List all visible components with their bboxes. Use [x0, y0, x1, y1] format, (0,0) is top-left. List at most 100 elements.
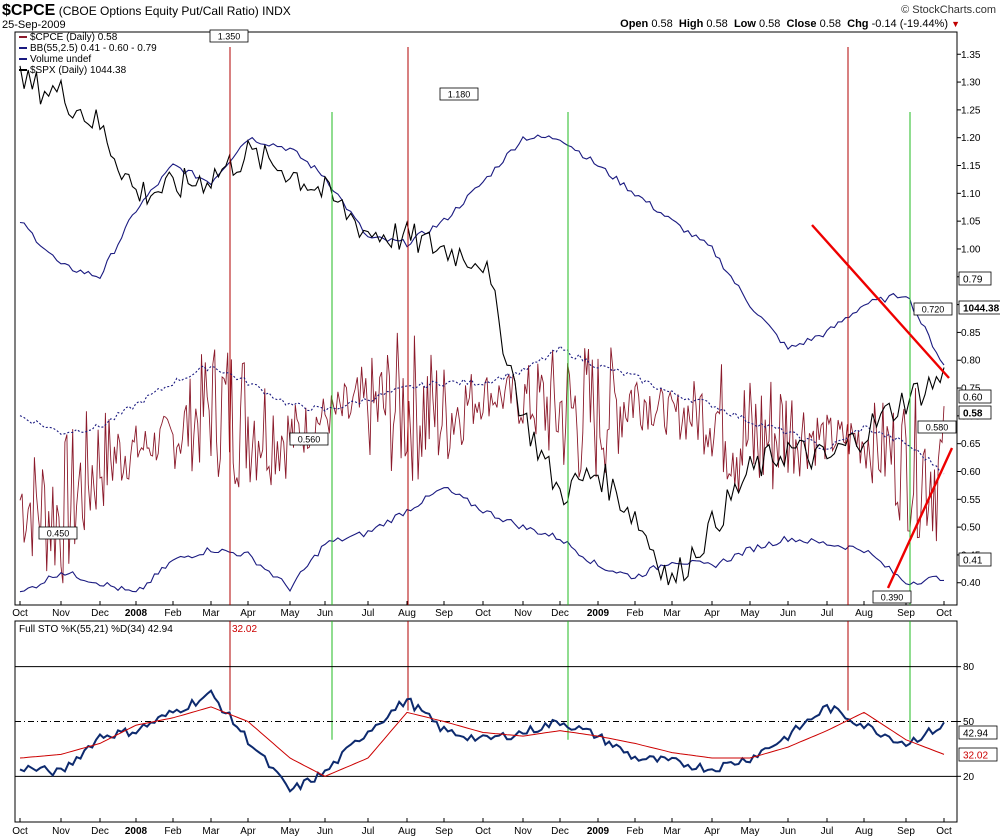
- price-panel-frame: [14, 31, 958, 606]
- right-axis-tag-label: 0.79: [963, 275, 983, 286]
- x-tick-label: Jul: [362, 608, 375, 619]
- legend-entry: $CPCE (Daily) 0.58: [30, 32, 118, 43]
- y-tick-label: 1.35: [961, 50, 981, 61]
- right-axis-tag-label: 0.60: [963, 393, 983, 404]
- sto-right-tag: [958, 747, 998, 762]
- x-tick-label: Nov: [514, 826, 532, 837]
- annotation-box: [209, 29, 249, 43]
- sto-right-tag: [958, 725, 998, 740]
- annotation-box: [289, 432, 329, 446]
- annotation-label: 0.450: [47, 529, 70, 539]
- brand-label[interactable]: © StockCharts.com: [901, 4, 996, 16]
- y-tick-label: 1.30: [961, 78, 981, 89]
- x-tick-label: Dec: [551, 608, 569, 619]
- x-tick-label: Jun: [317, 608, 333, 619]
- y-tick-label: 0.50: [961, 523, 981, 534]
- y-tick-label: 1.15: [961, 161, 981, 172]
- x-tick-label: Dec: [91, 826, 109, 837]
- chart-date: 25-Sep-2009: [2, 19, 66, 31]
- x-tick-label: Aug: [398, 608, 416, 619]
- x-tick-label: Oct: [936, 608, 952, 619]
- annotation-box: [913, 302, 953, 316]
- sto-y-tick-label: 50: [963, 717, 975, 728]
- y-tick-label: 1.05: [961, 217, 981, 228]
- right-axis-tag-label: 1044.38: [963, 304, 1000, 315]
- low-value: 0.58: [759, 18, 781, 30]
- x-tick-label: Aug: [855, 608, 873, 619]
- x-tick-label: Mar: [202, 826, 220, 837]
- x-tick-label: Sep: [897, 608, 915, 619]
- right-axis-tag-label: 0.58: [963, 409, 983, 420]
- annotation-label: 1.350: [218, 32, 241, 42]
- close-label: Close: [786, 18, 817, 30]
- chg-label: Chg: [847, 18, 869, 30]
- right-axis-tag: [958, 405, 992, 420]
- right-axis-tag: [958, 300, 1000, 315]
- x-tick-label: Apr: [240, 608, 256, 619]
- sto-d-line: [19, 706, 945, 777]
- right-axis-tag: [958, 271, 992, 286]
- sto-y-tick-label: 80: [963, 662, 975, 673]
- x-tick-label: Sep: [435, 608, 453, 619]
- x-tick-label: Feb: [164, 826, 182, 837]
- annotation-box: [872, 590, 912, 604]
- bb-middle-line: [19, 345, 945, 475]
- x-tick-label: Oct: [475, 608, 491, 619]
- x-tick-label: May: [281, 826, 300, 837]
- open-value: 0.58: [651, 18, 673, 30]
- x-tick-label: 2009: [587, 826, 610, 837]
- y-tick-label: 1.20: [961, 133, 981, 144]
- sto-legend-k: Full STO %K(55,21) %D(34) 42.94: [19, 624, 173, 635]
- x-tick-label: Oct: [936, 826, 952, 837]
- y-tick-label: 0.75: [961, 384, 981, 395]
- close-value: 0.58: [819, 18, 841, 30]
- high-label: High: [678, 18, 704, 30]
- y-tick-label: 0.85: [961, 328, 981, 339]
- x-tick-label: May: [741, 826, 760, 837]
- x-tick-label: Mar: [663, 608, 681, 619]
- x-tick-label: 2009: [587, 608, 610, 619]
- y-tick-label: 1.25: [961, 105, 981, 116]
- annotation-box: [38, 526, 78, 540]
- annotation-label: 0.580: [926, 423, 949, 433]
- annotation-label: 1.180: [448, 90, 471, 100]
- open-label: Open: [620, 18, 649, 30]
- y-tick-label: 0.40: [961, 578, 981, 589]
- x-tick-label: Nov: [52, 608, 70, 619]
- ohlc-bar: Open 0.58 High 0.58 Low 0.58 Close 0.58 …: [620, 18, 960, 30]
- x-tick-label: Feb: [626, 826, 644, 837]
- x-tick-label: Oct: [475, 826, 491, 837]
- x-tick-label: Aug: [855, 826, 873, 837]
- annotation-box: [439, 87, 479, 101]
- x-tick-label: Jun: [317, 826, 333, 837]
- sto-y-tick-label: 20: [963, 772, 975, 783]
- x-tick-label: Dec: [91, 608, 109, 619]
- x-tick-label: 2008: [125, 826, 148, 837]
- x-tick-label: Sep: [897, 826, 915, 837]
- x-tick-label: Apr: [704, 608, 720, 619]
- exchange: INDX: [262, 4, 291, 18]
- y-tick-label: 0.65: [961, 439, 981, 450]
- y-tick-label: 1.00: [961, 244, 981, 255]
- x-tick-label: Apr: [240, 826, 256, 837]
- x-tick-label: Oct: [12, 826, 28, 837]
- sto-right-tag-label: 32.02: [963, 751, 988, 762]
- annotation-label: 0.560: [298, 435, 321, 445]
- x-tick-label: Oct: [12, 608, 28, 619]
- x-tick-label: Sep: [435, 826, 453, 837]
- x-tick-label: Apr: [704, 826, 720, 837]
- description: (CBOE Options Equity Put/Call Ratio): [58, 4, 259, 18]
- x-tick-label: May: [281, 608, 300, 619]
- chg-value: -0.14 (-19.44%): [871, 18, 949, 30]
- right-axis-tag: [958, 389, 992, 404]
- sto-right-tag-label: 42.94: [963, 729, 988, 740]
- ratio-series-line: [19, 332, 945, 584]
- x-tick-label: Nov: [514, 608, 532, 619]
- support-trendline: [886, 447, 954, 589]
- annotation-label: 0.390: [881, 593, 904, 603]
- annotation-box: [917, 420, 957, 434]
- annotation-label: 0.720: [922, 305, 945, 315]
- resistance-trendline: [811, 224, 950, 379]
- x-tick-label: Mar: [663, 826, 681, 837]
